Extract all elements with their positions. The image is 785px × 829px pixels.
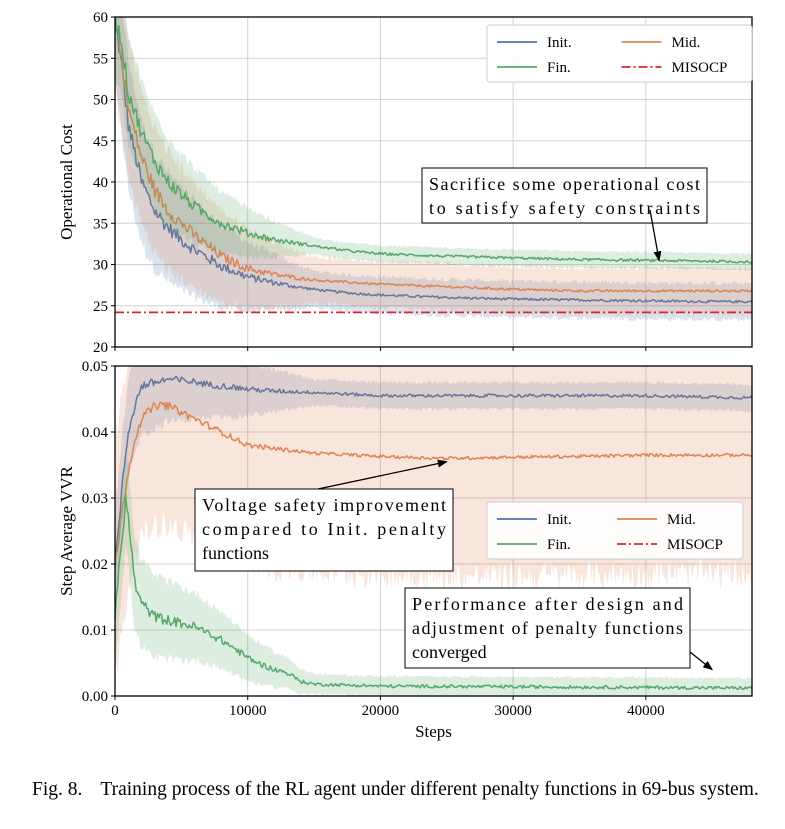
annotation-line: Performance after design and [412,594,683,614]
series-init-line [115,375,752,568]
operational-cost-panel: 20 25 30 35 40 45 50 55 60 Operational Cost Init. M… [57,10,753,356]
legend-box [486,501,744,560]
annotation-line: Sacrifice some operational cost [429,174,700,194]
legend: Init. Mid. Fin. MISOCP [486,24,753,83]
annotation-arrow [317,459,448,490]
annotation-box [194,488,454,572]
legend-label-init: Init. [547,512,572,528]
x-tick-label: 20000 [362,703,400,719]
annotation-box [404,587,691,669]
annotation-line: adjustment of penalty functions [412,618,683,638]
x-tick-label: 10000 [229,703,267,719]
series-mid-line [115,401,752,564]
figure: 20 25 30 35 40 45 50 55 60 Operational Cost Init. M… [57,10,753,741]
x-tick-label: 0 [111,703,119,719]
legend-label-misocp: MISOCP [672,60,728,76]
series-init-line [115,17,752,304]
annotation-line: functions [202,543,269,563]
legend: Init. Mid. Fin. MISOCP [486,501,744,560]
caption-number: Fig. 8. [32,779,83,800]
y-tick-label: 40 [93,175,108,191]
series-fin-line [115,17,752,264]
vvr-panel: 0 10000 20000 30000 40000 0.00 0.01 0.02 0.03 0.0… [57,359,753,741]
annotation: Voltage safety improvement compared to In… [194,459,454,572]
annotation-arrow [689,651,713,671]
x-axis-label: Steps [415,722,452,741]
legend-label-mid: Mid. [672,35,701,51]
x-tick-label: 40000 [627,703,665,719]
y-tick-label: 0.04 [82,425,109,441]
annotation-line: converged [412,642,487,662]
series-mid-band [115,17,752,317]
annotation: Sacrifice some operational cost to satisf… [421,167,708,262]
y-tick-label: 25 [93,299,108,315]
legend-box [486,24,753,83]
caption-text: Training process of the RL agent under d… [100,779,759,800]
y-axis-label: Step Average VVR [57,465,76,595]
y-tick-label: 50 [93,93,108,109]
legend-label-fin: Fin. [547,537,571,553]
annotation-line: to satisfy safety constraints [429,198,700,218]
annotation-box [421,167,708,224]
y-tick-label: 0.05 [82,359,108,375]
y-tick-label: 60 [93,10,108,26]
annotation-line: Voltage safety improvement [202,495,446,515]
figure-caption: Fig. 8. Training process of the RL agent … [32,778,777,802]
y-tick-label: 0.02 [82,557,108,573]
legend-label-fin: Fin. [547,60,571,76]
y-tick-label: 0.01 [82,623,108,639]
series-init-band [115,366,752,616]
y-tick-label: 30 [93,258,108,274]
annotation-arrow [649,209,662,262]
y-tick-label: 20 [93,340,108,356]
axes-frame [114,365,753,697]
y-tick-label: 55 [93,51,108,67]
annotation-line: compared to Init. penalty [202,519,446,539]
series-init-band [115,17,752,322]
plot-area [115,17,752,322]
legend-label-mid: Mid. [667,512,696,528]
y-tick-label: 0.03 [82,491,108,507]
x-tick-label: 30000 [494,703,532,719]
y-tick-label: 45 [93,134,108,150]
legend-label-init: Init. [547,35,572,51]
y-tick-label: 35 [93,216,108,232]
annotation: Performance after design and adjustment o… [404,587,713,671]
legend-label-misocp: MISOCP [667,537,723,553]
y-tick-label: 0.00 [82,689,108,705]
series-fin-line [115,494,752,691]
y-axis-label: Operational Cost [57,124,76,240]
series-mid-line [115,17,752,293]
